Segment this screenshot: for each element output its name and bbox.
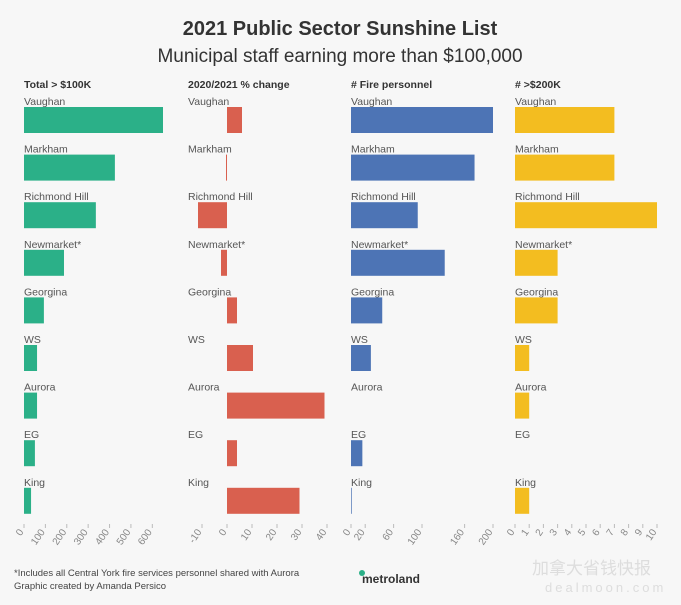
logo: metroland: [362, 572, 420, 586]
bar: [351, 345, 371, 371]
bar: [515, 392, 530, 419]
category-label: King: [515, 477, 536, 489]
category-label: WS: [24, 334, 41, 346]
bar: [351, 487, 352, 514]
bar: [24, 440, 35, 467]
bar: [24, 487, 32, 514]
footnote: *Includes all Central York fire services…: [14, 568, 300, 579]
bar: [227, 440, 237, 467]
category-label: King: [24, 477, 45, 489]
chart-title: 2021 Public Sector Sunshine List: [183, 18, 498, 40]
panel-title: # >$200K: [515, 79, 561, 91]
category-label: WS: [515, 334, 532, 346]
category-label: EG: [188, 429, 203, 441]
bar: [515, 297, 558, 324]
category-label: Richmond Hill: [24, 191, 89, 203]
category-label: Richmond Hill: [515, 191, 580, 203]
category-label: WS: [188, 334, 205, 346]
panel-title: Total > $100K: [24, 79, 92, 91]
bar: [515, 249, 558, 276]
category-label: Aurora: [351, 382, 383, 394]
bar: [515, 345, 530, 371]
x-tick-label: 1: [519, 527, 531, 538]
x-tick-label: 0: [217, 527, 229, 538]
category-label: EG: [24, 429, 39, 441]
category-label: Vaughan: [188, 96, 229, 108]
category-label: Vaughan: [351, 96, 392, 108]
category-label: Markham: [24, 144, 68, 156]
bar: [24, 107, 163, 133]
bar: [24, 392, 38, 419]
watermark-url: dealmoon.com: [545, 580, 666, 595]
category-label: Richmond Hill: [351, 191, 416, 203]
panel-title: # Fire personnel: [351, 79, 432, 91]
x-tick-label: 2: [534, 527, 546, 538]
x-tick-label: 7: [605, 527, 617, 538]
bar: [351, 107, 493, 133]
x-tick-label: 0: [341, 527, 353, 538]
bar: [227, 487, 300, 514]
x-tick-label: 9: [633, 527, 645, 538]
category-label: King: [188, 477, 209, 489]
bar: [227, 345, 253, 371]
bar: [24, 154, 115, 181]
logo-icon: [359, 570, 365, 576]
panel-title: 2020/2021 % change: [188, 79, 290, 91]
x-tick-label: 6: [590, 527, 602, 538]
category-label: Newmarket*: [188, 239, 245, 251]
bar: [198, 202, 227, 229]
category-label: Newmarket*: [351, 239, 408, 251]
x-tick-label: 3: [548, 527, 560, 538]
category-label: Vaughan: [515, 96, 556, 108]
category-label: Georgina: [515, 286, 558, 298]
bar: [226, 154, 227, 181]
category-label: Aurora: [515, 382, 547, 394]
category-label: Newmarket*: [24, 239, 81, 251]
bar: [24, 345, 38, 371]
bar: [24, 249, 64, 276]
x-tick-label: 0: [505, 527, 517, 538]
category-label: Georgina: [351, 286, 394, 298]
bar: [351, 440, 363, 467]
category-label: Richmond Hill: [188, 191, 253, 203]
category-label: King: [351, 477, 372, 489]
category-label: EG: [351, 429, 366, 441]
category-label: Georgina: [24, 286, 67, 298]
category-label: Markham: [351, 144, 395, 156]
chart-subtitle: Municipal staff earning more than $100,0…: [157, 46, 522, 67]
bar: [515, 202, 657, 229]
bar: [351, 202, 418, 229]
bar: [351, 297, 383, 324]
x-tick-label: 4: [562, 527, 574, 538]
x-tick-label: 5: [576, 527, 588, 538]
category-label: Aurora: [24, 382, 56, 394]
bar: [24, 202, 96, 229]
x-tick-label: 0: [14, 527, 26, 538]
credit: Graphic created by Amanda Persico: [14, 581, 166, 592]
bar: [221, 249, 227, 276]
category-label: Markham: [188, 144, 232, 156]
category-label: Vaughan: [24, 96, 65, 108]
bar: [227, 107, 242, 133]
category-label: Newmarket*: [515, 239, 572, 251]
x-tick-label: 8: [619, 527, 631, 538]
category-label: Georgina: [188, 286, 231, 298]
category-label: Markham: [515, 144, 559, 156]
category-label: Aurora: [188, 382, 220, 394]
bar: [351, 249, 445, 276]
watermark: 加拿大省钱快报: [532, 558, 651, 578]
bar: [515, 487, 530, 514]
bar: [227, 392, 325, 419]
category-label: EG: [515, 429, 530, 441]
bar: [515, 107, 615, 133]
bar: [351, 154, 475, 181]
bar: [24, 297, 44, 324]
bar: [515, 154, 615, 181]
category-label: WS: [351, 334, 368, 346]
bar: [227, 297, 237, 324]
